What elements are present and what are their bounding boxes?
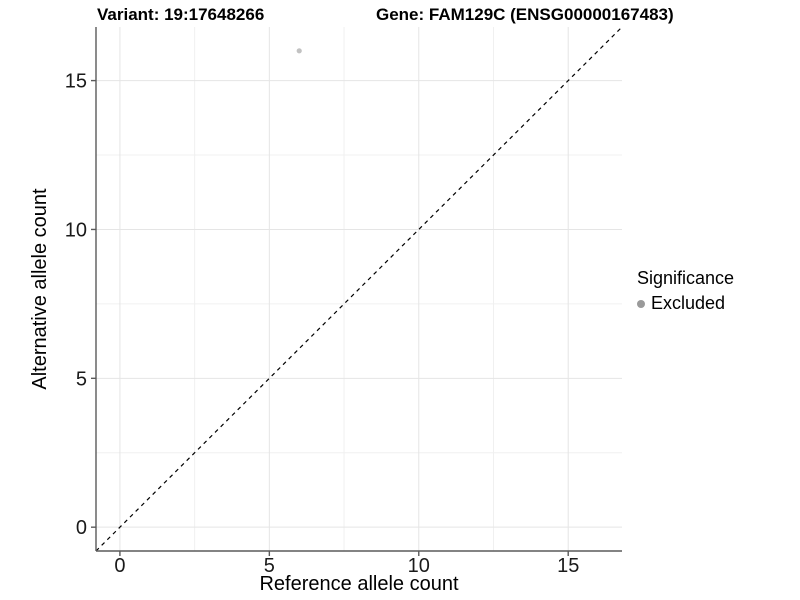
variant-title: Variant: 19:17648266 (97, 5, 265, 24)
x-tick-label: 10 (408, 555, 430, 577)
x-axis-title: Reference allele count (259, 573, 459, 595)
x-tick-label: 5 (264, 555, 275, 577)
y-tick-label: 5 (76, 368, 87, 390)
data-point (296, 48, 302, 54)
identity-reference-line (95, 26, 623, 552)
x-tick-label: 15 (557, 555, 579, 577)
x-tick-label: 0 (114, 555, 125, 577)
legend-item-label: Excluded (651, 293, 726, 313)
y-tick-label: 15 (65, 71, 87, 93)
legend-item-excluded: Excluded (637, 293, 734, 314)
legend-point-icon (637, 299, 645, 308)
legend: Significance Excluded (637, 268, 734, 314)
gene-title: Gene: FAM129C (ENSG00000167483) (376, 5, 674, 24)
legend-title: Significance (637, 268, 735, 288)
y-tick-label: 10 (65, 219, 87, 241)
y-axis-title: Alternative allele count (29, 188, 51, 390)
y-tick-label: 0 (76, 517, 87, 539)
